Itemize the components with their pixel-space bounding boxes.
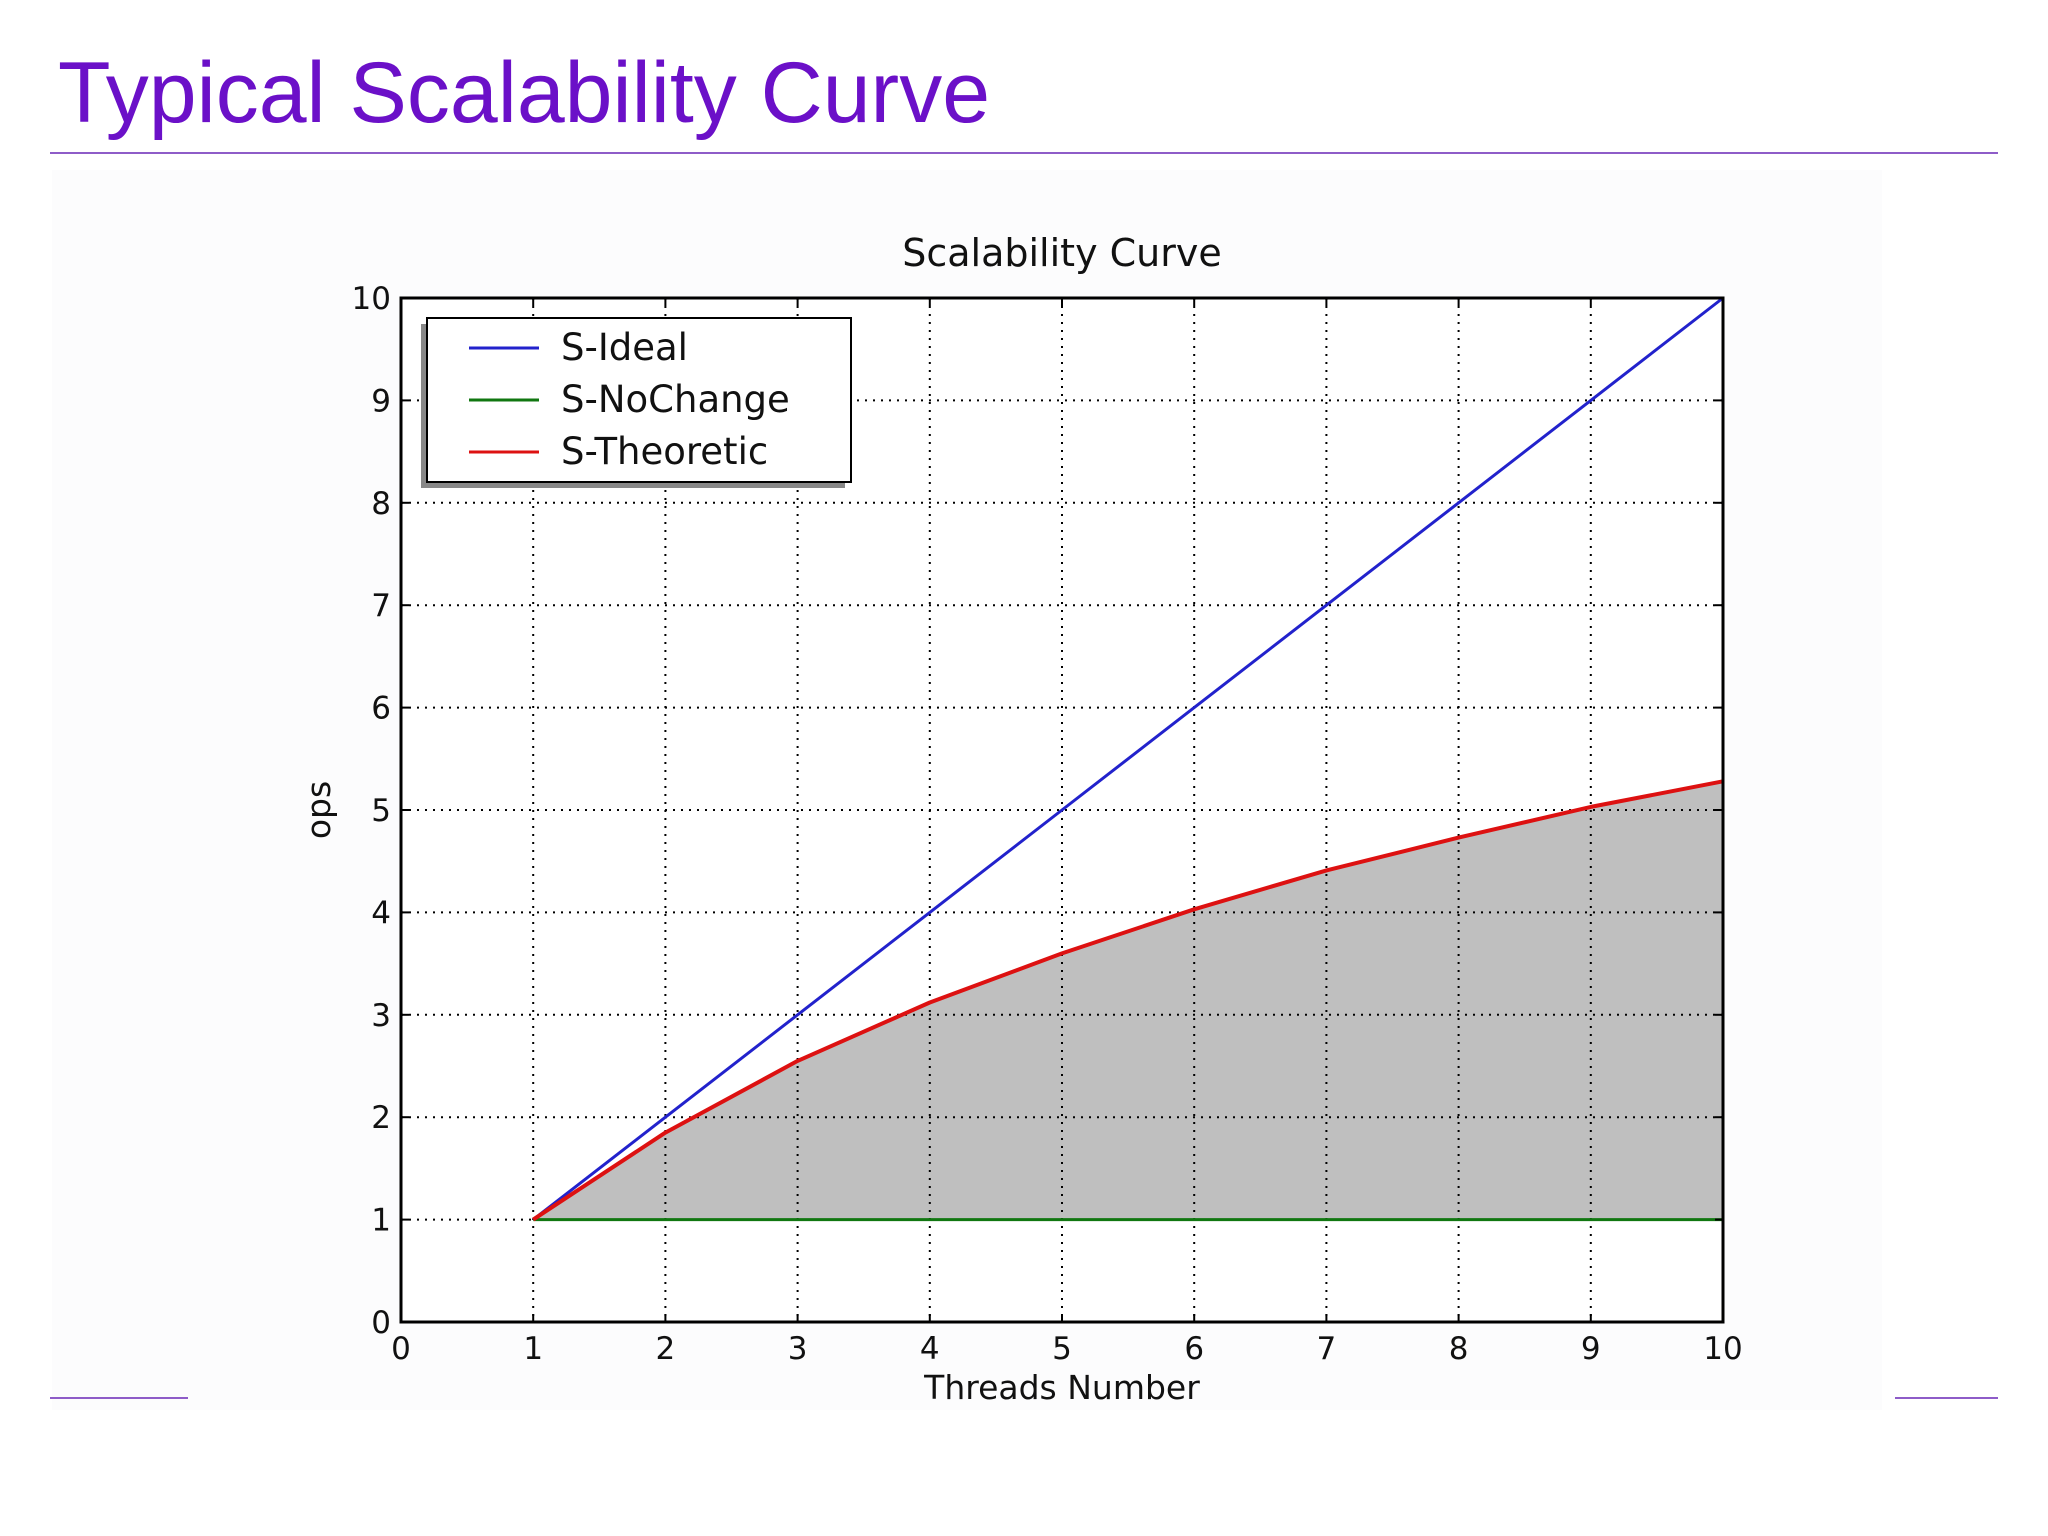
- series-line-s-theoretic: [532, 779, 1724, 1222]
- chart-title: Scalability Curve: [902, 231, 1222, 275]
- footer-divider-right: [1895, 1397, 1998, 1399]
- y-tick-label: 4: [371, 895, 391, 931]
- slide-title: Typical Scalability Curve: [58, 45, 991, 141]
- legend-label: S-Theoretic: [561, 430, 768, 473]
- y-axis-label: ops: [299, 781, 338, 839]
- x-tick-label: 9: [1581, 1331, 1601, 1367]
- y-tick-label: 8: [371, 486, 391, 522]
- y-tick-label: 9: [371, 383, 391, 419]
- x-tick-label: 4: [920, 1331, 940, 1367]
- title-divider: [50, 152, 1998, 154]
- x-tick-label: 1: [523, 1331, 543, 1367]
- y-tick-label: 0: [371, 1305, 391, 1341]
- legend-label: S-Ideal: [561, 326, 688, 369]
- legend-label: S-NoChange: [561, 378, 790, 421]
- y-tick-label: 6: [371, 691, 391, 727]
- series-line-s-ideal: [532, 296, 1724, 1221]
- x-tick-label: 5: [1052, 1331, 1072, 1367]
- x-tick-label: 10: [1703, 1331, 1742, 1367]
- x-axis-label: Threads Number: [923, 1368, 1200, 1407]
- y-tick-label: 7: [371, 588, 391, 624]
- x-tick-label: 6: [1184, 1331, 1204, 1367]
- x-tick-label: 7: [1317, 1331, 1337, 1367]
- y-tick-label: 10: [352, 281, 391, 317]
- x-tick-label: 3: [788, 1331, 808, 1367]
- y-tick-label: 3: [371, 998, 391, 1034]
- y-tick-label: 1: [371, 1203, 391, 1239]
- y-tick-label: 5: [371, 793, 391, 829]
- x-tick-label: 2: [656, 1331, 676, 1367]
- y-tick-label: 2: [371, 1100, 391, 1136]
- shaded-region: [533, 781, 1724, 1220]
- x-tick-label: 8: [1449, 1331, 1469, 1367]
- x-tick-label: 0: [391, 1331, 411, 1367]
- plot-area: 0 1 2 3 4 5 6 7 8 9 10 0 1 2 3 4 5 6 7 8 9 10 S-Ideal S-NoChang…: [352, 281, 1743, 1367]
- footer-divider-left: [50, 1397, 188, 1399]
